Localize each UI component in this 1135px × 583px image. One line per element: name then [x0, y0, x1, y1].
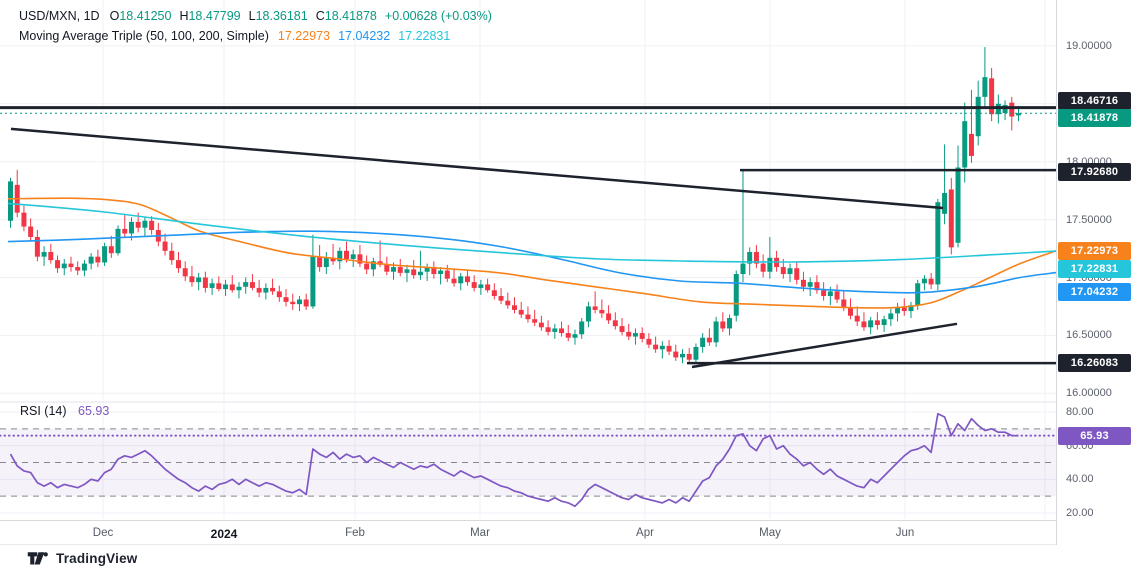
ma100-value: 17.04232 — [338, 29, 391, 43]
price-axis-label: 20.00 — [1066, 506, 1094, 519]
rsi-pane — [0, 412, 1057, 508]
open-value: O18.41250 — [109, 9, 172, 23]
tradingview-logo-text: TradingView — [56, 551, 138, 566]
ma-line-sma-200[interactable] — [7, 202, 1057, 263]
time-axis-label[interactable]: Dec — [92, 527, 114, 539]
symbol-title[interactable]: USD/MXN, 1D — [19, 9, 100, 23]
ma200-value: 17.22831 — [398, 29, 451, 43]
price-axis-label: 80.00 — [1066, 406, 1094, 418]
change-value: +0.00628 (+0.03%) — [384, 9, 492, 23]
time-axis[interactable]: Dec 2024 Feb Mar Apr May Jun — [0, 520, 1135, 545]
ascending-trendline[interactable] — [691, 322, 958, 369]
chart-legend: USD/MXN, 1D O18.41250 H18.47799 L18.3618… — [19, 6, 492, 46]
tradingview-logo[interactable]: TradingView — [27, 551, 137, 566]
low-value: L18.36181 — [248, 9, 308, 23]
rsi-badge: 65.93 — [1058, 426, 1131, 445]
price-axis-label: 16.50000 — [1066, 329, 1112, 342]
close-value: C18.41878 — [315, 9, 377, 23]
price-axis[interactable]: 19.0000018.5000018.0000017.5000017.00000… — [1056, 0, 1135, 545]
rsi-value: 65.93 — [78, 404, 110, 418]
time-axis-label[interactable]: May — [759, 527, 781, 539]
ma-line-sma-100[interactable] — [7, 230, 1057, 294]
price-axis-label: 17.50000 — [1066, 213, 1112, 226]
price-badge: 16.26083 — [1058, 354, 1131, 373]
time-axis-label[interactable]: Apr — [636, 527, 654, 539]
moving-average-lines — [7, 197, 1057, 309]
rsi-legend[interactable]: RSI (14) 65.93 — [20, 404, 109, 418]
indicator-row[interactable]: Moving Average Triple (50, 100, 200, Sim… — [19, 26, 492, 46]
time-axis-label[interactable]: Jun — [895, 527, 915, 539]
tradingview-logo-icon — [27, 552, 48, 565]
price-badge: 17.22831 — [1058, 260, 1131, 279]
time-axis-label[interactable]: 2024 — [210, 527, 238, 541]
rsi-indicator-title[interactable]: RSI (14) — [20, 404, 67, 418]
price-axis-label: 16.00000 — [1066, 387, 1112, 400]
price-badge: 17.92680 — [1058, 163, 1131, 182]
candles — [8, 47, 1021, 364]
ma-indicator-title[interactable]: Moving Average Triple (50, 100, 200, Sim… — [19, 29, 269, 43]
rsi-line[interactable] — [9, 412, 1019, 508]
price-axis-label: 19.00000 — [1066, 39, 1112, 52]
ma50-value: 17.22973 — [277, 29, 331, 43]
drawings — [0, 106, 1056, 369]
price-badge: 17.22973 — [1058, 241, 1131, 260]
symbol-ohlc-row[interactable]: USD/MXN, 1D O18.41250 H18.47799 L18.3618… — [19, 6, 492, 26]
price-badge: 18.41878 — [1058, 109, 1131, 128]
price-axis-label: 40.00 — [1066, 473, 1094, 486]
price-badge: 18.46716 — [1058, 91, 1131, 110]
ma-line-sma-50[interactable] — [7, 197, 1057, 309]
descending-trendline[interactable] — [10, 127, 944, 210]
time-axis-label[interactable]: Mar — [470, 527, 490, 539]
price-badge: 17.04232 — [1058, 282, 1131, 301]
time-axis-label[interactable]: Feb — [345, 527, 365, 539]
high-value: H18.47799 — [179, 9, 241, 23]
